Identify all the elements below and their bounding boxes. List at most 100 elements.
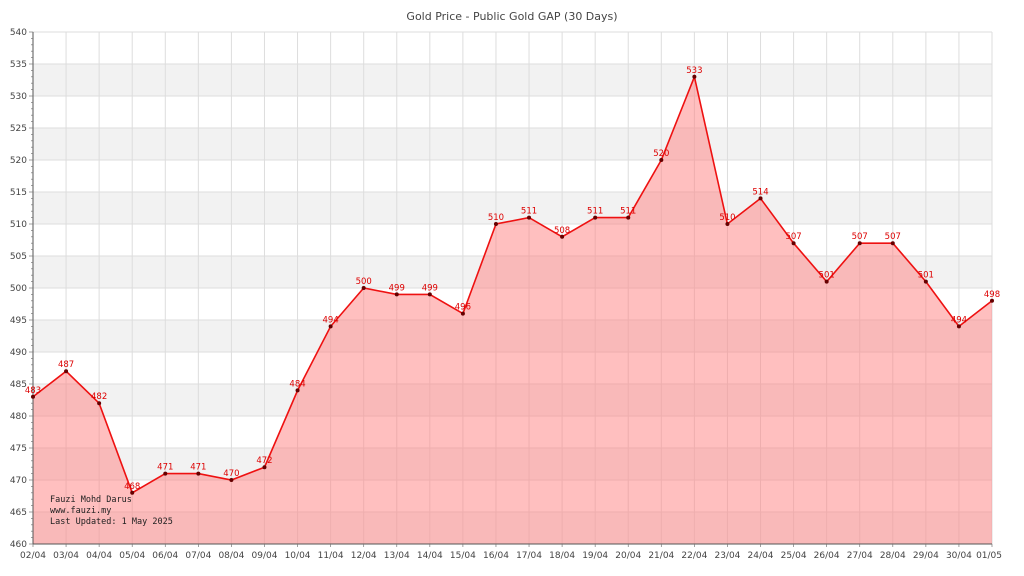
- data-label-20: 533: [686, 66, 702, 76]
- data-label-16: 508: [554, 226, 570, 236]
- y-tick-label-16: 540: [10, 28, 27, 38]
- x-tick-label-1: 03/04: [53, 551, 79, 561]
- y-tick-label-11: 515: [10, 188, 27, 198]
- data-labels: 483 487 482 468 471 471 470 472 484 494 500 499 499 4…: [25, 66, 1000, 492]
- data-label-14: 510: [488, 213, 504, 223]
- data-label-7: 472: [256, 456, 272, 466]
- data-label-13: 496: [455, 303, 471, 313]
- data-point-3: [130, 490, 135, 495]
- y-tick-label-2: 470: [10, 476, 27, 486]
- data-label-27: 501: [918, 271, 934, 281]
- band-14: [33, 64, 992, 96]
- data-point-27: [923, 279, 928, 284]
- price-line: [32, 74, 993, 494]
- data-label-19: 520: [653, 149, 669, 159]
- data-label-18: 511: [620, 207, 636, 217]
- y-tick-label-0: 460: [10, 540, 27, 550]
- x-tick-label-0: 02/04: [20, 551, 46, 561]
- data-point-12: [427, 292, 432, 297]
- data-point-20: [692, 74, 697, 79]
- y-tick-label-5: 485: [10, 380, 27, 390]
- data-label-25: 507: [852, 232, 868, 242]
- data-point-8: [295, 388, 300, 393]
- x-tick-label-13: 15/04: [450, 551, 476, 561]
- data-label-9: 494: [323, 315, 339, 325]
- x-tick-label-24: 26/04: [814, 551, 840, 561]
- data-label-15: 511: [521, 207, 537, 217]
- x-tick-label-7: 09/04: [252, 551, 278, 561]
- credit-block: Fauzi Mohd Darus www.fauzi.my Last Updat…: [50, 495, 173, 527]
- data-label-22: 514: [752, 187, 768, 197]
- y-tick-label-1: 465: [10, 508, 27, 518]
- x-tick-label-20: 22/04: [681, 551, 707, 561]
- data-point-5: [196, 471, 201, 476]
- x-tick-label-23: 25/04: [781, 551, 807, 561]
- y-tick-label-8: 500: [10, 284, 27, 294]
- x-tick-label-22: 24/04: [748, 551, 774, 561]
- band-12: [33, 128, 992, 160]
- y-tick-label-13: 525: [10, 124, 27, 134]
- data-point-25: [857, 241, 862, 246]
- price-area-fill: [33, 76, 992, 545]
- y-tick-label-4: 480: [10, 412, 27, 422]
- band-10: [33, 192, 992, 224]
- data-label-1: 487: [58, 360, 74, 370]
- x-tick-label-28: 30/04: [946, 551, 972, 561]
- data-label-4: 471: [157, 463, 173, 473]
- axes: [29, 31, 993, 547]
- data-point-11: [394, 292, 399, 297]
- data-point-6: [229, 478, 234, 482]
- x-tick-label-9: 11/04: [318, 551, 344, 561]
- data-point-28: [956, 324, 961, 329]
- x-tick-labels: 02/04 03/04 04/04 05/04 06/04 07/04 08/04 09/04…: [20, 551, 1002, 561]
- data-label-10: 500: [356, 277, 372, 287]
- data-point-29: [990, 298, 994, 303]
- x-tick-label-12: 14/04: [417, 551, 443, 561]
- x-tick-label-5: 07/04: [185, 551, 211, 561]
- x-tick-label-16: 18/04: [549, 551, 575, 561]
- data-points: [31, 74, 994, 495]
- data-point-1: [64, 369, 69, 374]
- data-point-18: [626, 215, 631, 220]
- x-tick-label-26: 28/04: [880, 551, 906, 561]
- data-label-3: 468: [124, 482, 140, 492]
- data-point-10: [361, 286, 366, 290]
- chart-title: Gold Price - Public Gold GAP (30 Days): [406, 10, 617, 23]
- x-tick-label-25: 27/04: [847, 551, 873, 561]
- y-tick-label-7: 495: [10, 316, 27, 326]
- x-tick-label-18: 20/04: [615, 551, 641, 561]
- x-tick-label-27: 29/04: [913, 551, 939, 561]
- x-tick-label-4: 06/04: [152, 551, 178, 561]
- data-label-26: 507: [885, 232, 901, 242]
- data-point-13: [460, 311, 465, 316]
- data-point-14: [493, 222, 498, 226]
- data-point-7: [262, 465, 267, 470]
- x-tick-label-6: 08/04: [218, 551, 244, 561]
- data-label-17: 511: [587, 207, 603, 217]
- data-point-19: [659, 158, 664, 162]
- y-tick-label-6: 490: [10, 348, 27, 358]
- x-tick-label-11: 13/04: [384, 551, 410, 561]
- data-label-0: 483: [25, 386, 41, 396]
- x-tick-label-17: 19/04: [582, 551, 608, 561]
- x-tick-label-8: 10/04: [285, 551, 311, 561]
- credit-updated: Last Updated: 1 May 2025: [50, 517, 173, 527]
- data-point-23: [791, 241, 796, 246]
- y-tick-label-3: 475: [10, 444, 27, 454]
- data-label-12: 499: [422, 283, 438, 293]
- y-tick-label-14: 530: [10, 92, 27, 102]
- credit-author: Fauzi Mohd Darus: [50, 495, 132, 505]
- data-point-17: [593, 215, 598, 220]
- data-label-28: 494: [951, 315, 967, 325]
- y-tick-label-15: 535: [10, 60, 27, 70]
- x-tick-label-19: 21/04: [648, 551, 674, 561]
- data-point-22: [758, 196, 763, 201]
- data-label-2: 482: [91, 392, 107, 402]
- data-label-23: 507: [785, 232, 801, 242]
- x-tick-label-2: 04/04: [86, 551, 112, 561]
- data-label-11: 499: [389, 283, 405, 293]
- data-point-26: [890, 241, 895, 246]
- data-point-2: [97, 401, 102, 406]
- data-point-21: [725, 222, 730, 226]
